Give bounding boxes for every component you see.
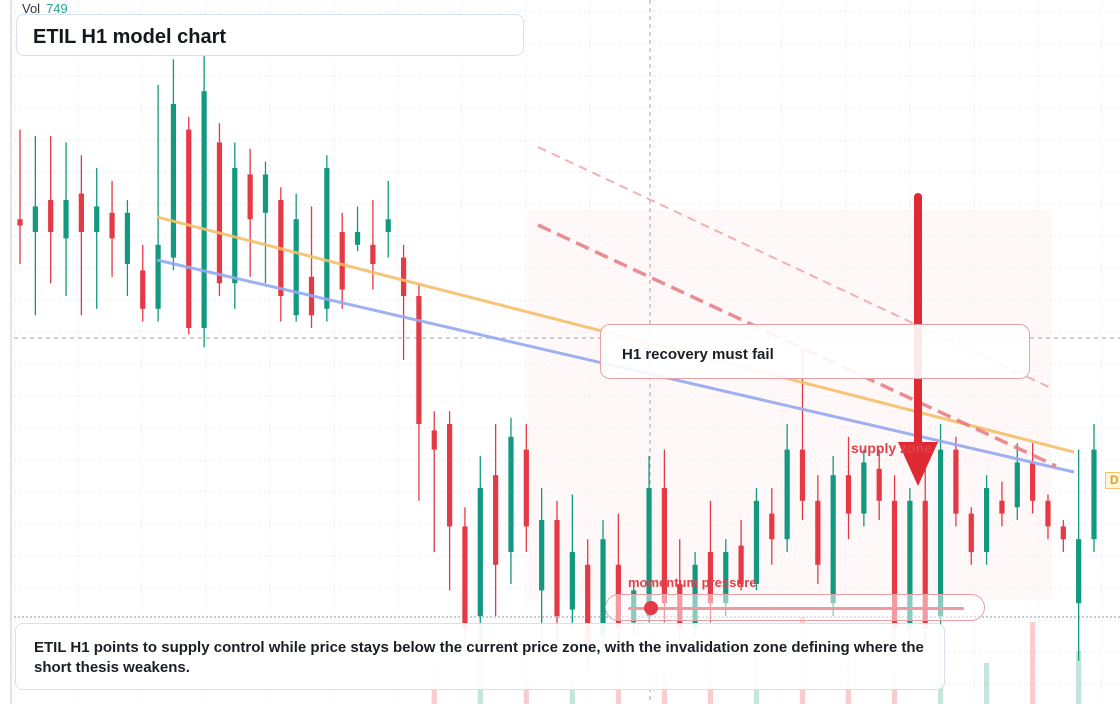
candle-body bbox=[830, 475, 836, 604]
candle-body bbox=[539, 520, 545, 591]
candle-body bbox=[891, 500, 898, 629]
chart-title: ETIL H1 model chart bbox=[33, 26, 227, 48]
candle-body bbox=[753, 500, 760, 584]
volume-bar bbox=[1030, 622, 1036, 704]
candle-body bbox=[293, 219, 299, 316]
candle-body bbox=[339, 232, 345, 290]
chart-title-card: ETIL H1 model chart bbox=[16, 14, 524, 56]
candle-body bbox=[646, 488, 652, 616]
analysis-note-text: ETIL H1 points to supply control while p… bbox=[34, 639, 924, 676]
candle-body bbox=[354, 232, 361, 245]
callout-text: H1 recovery must fail bbox=[622, 346, 774, 363]
candle-body bbox=[385, 219, 391, 232]
supply-zone-label: supply zone bbox=[851, 440, 932, 456]
candle-body bbox=[109, 212, 115, 239]
momentum-handle[interactable] bbox=[644, 601, 658, 615]
candle-body bbox=[1091, 449, 1097, 540]
candle-body bbox=[78, 193, 84, 232]
candle-body bbox=[1045, 500, 1051, 527]
candle-body bbox=[1030, 462, 1036, 501]
momentum-label: momentum pressure bbox=[628, 575, 757, 590]
candle-body bbox=[400, 257, 407, 296]
volume-readout: Vol 749 bbox=[22, 1, 68, 16]
candle-body bbox=[447, 424, 453, 527]
momentum-track-line bbox=[628, 607, 964, 610]
analysis-note-card: ETIL H1 points to supply control while p… bbox=[15, 623, 945, 690]
candle-body bbox=[845, 475, 852, 514]
volume-bar bbox=[984, 663, 990, 704]
candle-body bbox=[769, 513, 775, 540]
candle-body bbox=[324, 168, 330, 309]
right-price-tag: D bbox=[1105, 472, 1120, 489]
candle-body bbox=[431, 430, 437, 450]
candle-body bbox=[953, 449, 959, 514]
candle-body bbox=[738, 545, 744, 584]
candle-body bbox=[416, 296, 422, 424]
candle-body bbox=[600, 539, 606, 636]
candle-body bbox=[937, 449, 944, 616]
candle-body bbox=[186, 129, 192, 328]
volume-bar bbox=[569, 682, 575, 704]
candle-body bbox=[799, 449, 806, 501]
candle-body bbox=[170, 104, 177, 258]
candle-body bbox=[523, 449, 529, 527]
candle-body bbox=[707, 552, 714, 604]
candle-body bbox=[48, 200, 54, 232]
candle-body bbox=[1060, 526, 1066, 540]
volume-bar bbox=[1076, 651, 1082, 704]
candle-body bbox=[999, 500, 1005, 514]
candle-body bbox=[569, 552, 575, 610]
candle-body bbox=[462, 526, 468, 629]
candle-body bbox=[585, 564, 591, 648]
candle-body bbox=[94, 206, 100, 232]
candle-body bbox=[232, 168, 238, 284]
volume-value: 749 bbox=[46, 1, 68, 16]
candle-body bbox=[1014, 462, 1020, 508]
momentum-slider[interactable] bbox=[605, 594, 985, 621]
candle-body bbox=[907, 500, 913, 629]
volume-label: Vol bbox=[22, 1, 41, 16]
candle-body bbox=[1076, 539, 1082, 604]
candle-body bbox=[216, 142, 223, 284]
candle-body bbox=[984, 488, 990, 552]
candle-body bbox=[723, 552, 729, 604]
candle-body bbox=[124, 212, 130, 264]
candle-body bbox=[247, 174, 253, 220]
candle-body bbox=[876, 468, 882, 501]
candle-body bbox=[493, 475, 499, 565]
candle-body bbox=[32, 206, 38, 232]
bearish-arrow-head bbox=[898, 442, 938, 486]
candle-body bbox=[554, 520, 560, 616]
candle-body bbox=[815, 500, 821, 565]
candle-body bbox=[784, 449, 790, 540]
candle-body bbox=[922, 500, 928, 629]
candle-body bbox=[661, 488, 667, 604]
candle-body bbox=[861, 462, 867, 514]
candle-body bbox=[140, 270, 146, 309]
candle-body bbox=[155, 244, 161, 309]
candle-body bbox=[370, 244, 376, 264]
candle-body bbox=[477, 488, 483, 616]
candle-body bbox=[63, 200, 69, 239]
candle-body bbox=[262, 174, 269, 213]
chart-grid bbox=[13, 0, 1120, 704]
recovery-callout: H1 recovery must fail bbox=[600, 324, 1030, 379]
candle-body bbox=[17, 219, 23, 226]
candle-body bbox=[508, 436, 514, 552]
candle-body bbox=[201, 91, 207, 328]
candle-body bbox=[968, 513, 974, 552]
